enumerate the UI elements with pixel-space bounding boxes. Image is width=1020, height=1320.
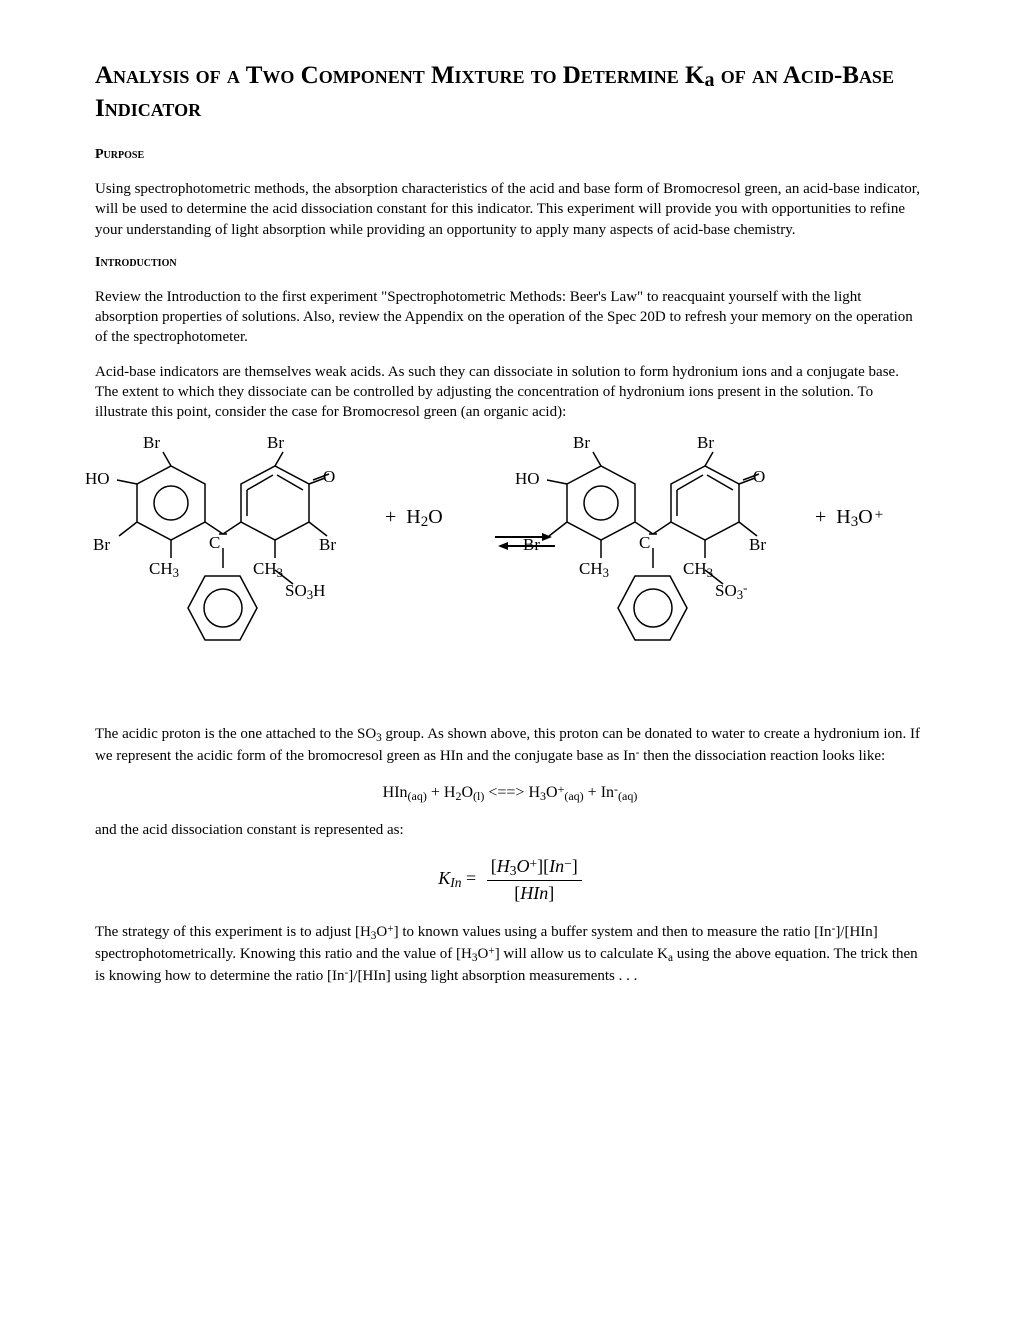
title-subscript: a (705, 69, 715, 91)
heading-introduction: Introduction (95, 254, 925, 273)
mol-label-c: C (209, 532, 220, 555)
mol-label-br: Br (93, 534, 110, 557)
mol-label-o: O (753, 466, 765, 489)
mol-label-br: Br (697, 432, 714, 455)
mol-label-so3minus: SO3- (715, 580, 747, 604)
mol-label-ho: HO (515, 468, 540, 491)
mol-label-ch3: CH3 (149, 558, 179, 582)
mol-label-br: Br (749, 534, 766, 557)
mol-label-br: Br (573, 432, 590, 455)
paragraph-after-diagram: The acidic proton is the one attached to… (95, 724, 925, 766)
mol-label-ch3: CH3 (579, 558, 609, 582)
paragraph-intro2: Acid-base indicators are themselves weak… (95, 362, 925, 423)
mol-label-br: Br (267, 432, 284, 455)
mol-label-br: Br (143, 432, 160, 455)
mol-label-ch3: CH3 (253, 558, 283, 582)
mol-label-ch3: CH3 (683, 558, 713, 582)
mol-label-so3h: SO3H (285, 580, 325, 604)
title-prefix: Analysis of a Two Component Mixture to D… (95, 62, 705, 89)
paragraph-purpose: Using spectrophotometric methods, the ab… (95, 179, 925, 240)
mol-label-ho: HO (85, 468, 110, 491)
molecule-svg (95, 436, 925, 706)
page-title: Analysis of a Two Component Mixture to D… (95, 60, 925, 124)
mol-label-c: C (639, 532, 650, 555)
equilibrium-constant-equation: KIn = [H3O+][In−] [HIn] (95, 854, 925, 906)
plus-sign: + H3O+ (815, 504, 883, 532)
mol-label-br: Br (523, 534, 540, 557)
paragraph-intro1: Review the Introduction to the first exp… (95, 287, 925, 348)
paragraph-strategy: The strategy of this experiment is to ad… (95, 922, 925, 987)
heading-purpose: Purpose (95, 146, 925, 165)
dissociation-equation: HIn(aq) + H2O(l) <==> H3O+(aq) + In-(aq) (95, 781, 925, 804)
paragraph-dissoc-label: and the acid dissociation constant is re… (95, 820, 925, 840)
chemical-structure-diagram: Br Br HO O Br Br C CH3 CH3 SO3H + H2O Br… (95, 436, 925, 706)
plus-sign: + H2O (385, 504, 443, 532)
mol-label-br: Br (319, 534, 336, 557)
mol-label-o: O (323, 466, 335, 489)
